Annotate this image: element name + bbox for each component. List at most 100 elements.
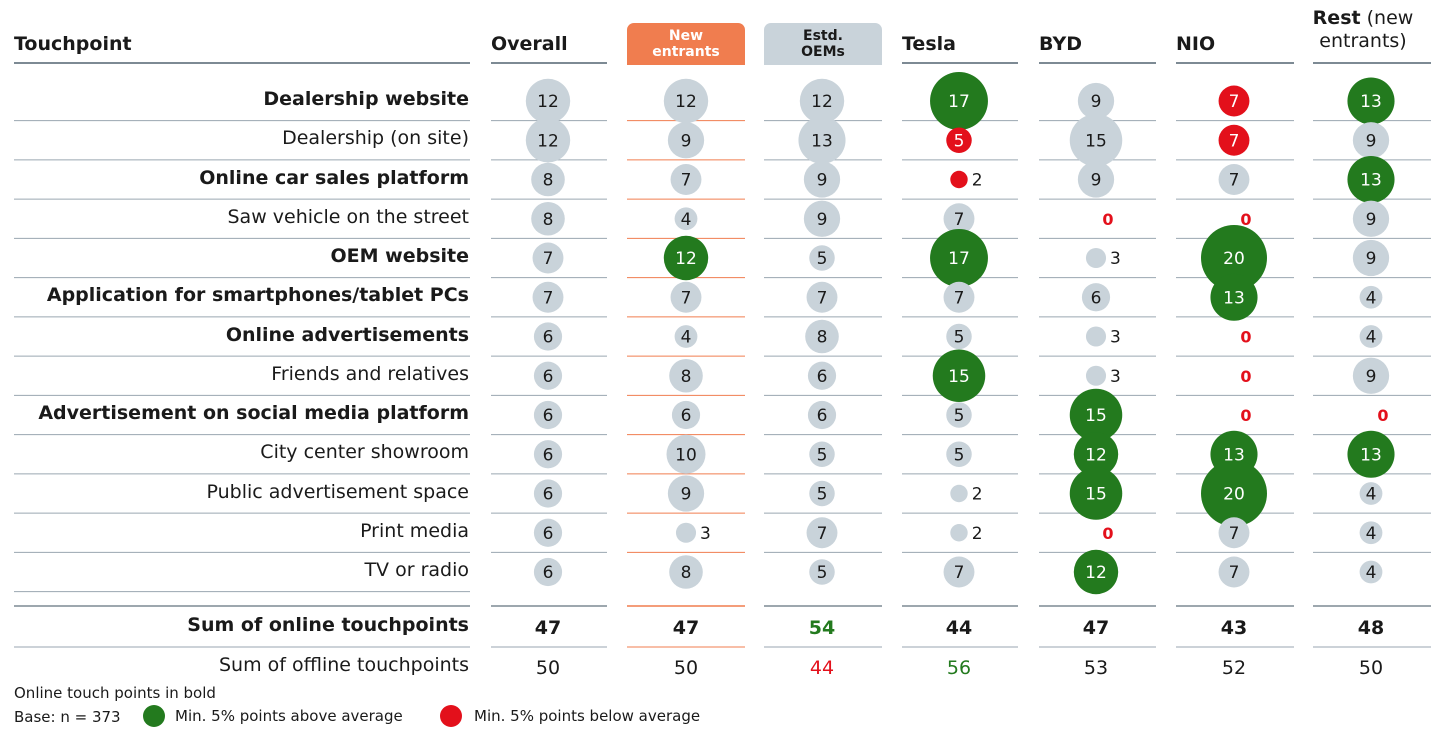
bubble-value-label: 6 (543, 367, 554, 387)
sum-offline-value: 52 (1222, 657, 1246, 679)
bubble-value-label: 7 (543, 288, 554, 308)
bubble (1085, 365, 1107, 386)
header-new-entrants-line1: New (668, 28, 704, 44)
bubble (1218, 164, 1250, 195)
bubble-value-label: 9 (817, 171, 828, 191)
bubble (946, 127, 972, 153)
bubble-value-label: 3 (1110, 328, 1121, 348)
bubble-value-label: 7 (817, 524, 828, 544)
bubble (1085, 326, 1107, 347)
bubble (533, 361, 563, 390)
sum-offline-value: 50 (536, 657, 560, 679)
sum-offline-value: 56 (947, 657, 971, 679)
bubble-value-label: 9 (681, 131, 692, 151)
bubble (525, 78, 571, 124)
row-label: City center showroom (260, 441, 469, 464)
bubble-value-label: 15 (1085, 406, 1107, 426)
header-byd: BYD (1039, 33, 1082, 55)
legend-below-label: Min. 5% points below average (474, 707, 701, 725)
bubble (531, 201, 565, 236)
bubble (1352, 200, 1390, 237)
bubble (1352, 122, 1390, 159)
row-label: Friends and relatives (271, 362, 469, 385)
bubble (1069, 388, 1123, 442)
bubble (1077, 82, 1115, 120)
bubble (950, 524, 968, 542)
bubble-value-label: 5 (954, 406, 965, 426)
bubble (1085, 247, 1107, 269)
row-label: Application for smartphones/tablet PCs (46, 284, 469, 307)
bubble (932, 349, 986, 402)
row-label: Print media (360, 519, 469, 542)
bubble-value-label: 5 (954, 131, 965, 151)
bubble (946, 323, 972, 350)
bubble-value-label: 6 (1091, 288, 1102, 308)
header-rest-line2: entrants) (1319, 30, 1407, 52)
bubble (1359, 325, 1383, 348)
bubble (1359, 285, 1383, 309)
bubble-value-label: 5 (954, 445, 965, 465)
bubble (1218, 85, 1250, 117)
bubble (674, 325, 698, 348)
bubble-value-label: 12 (811, 92, 833, 112)
bubble-value-label: 9 (1366, 131, 1377, 151)
bubble-value-label: 15 (948, 367, 970, 387)
sum-online-value: 54 (809, 617, 835, 639)
sum-online-value: 44 (946, 617, 972, 639)
bubble-value-label: 6 (817, 367, 828, 387)
row-label: OEM website (330, 245, 469, 267)
bubble-value-label: 5 (817, 485, 828, 505)
bubble-value-label: 5 (817, 445, 828, 465)
bubble (669, 555, 703, 589)
bubble-value-label: 13 (1360, 171, 1382, 191)
row-label: TV or radio (364, 559, 469, 581)
bubble (1069, 467, 1123, 520)
bubble (946, 402, 972, 428)
bubble-value-label: 12 (537, 92, 559, 112)
bubble-value-label: 5 (817, 249, 828, 269)
bubble (805, 319, 839, 354)
bubble (525, 118, 571, 163)
bubble-zero-label: 0 (1240, 406, 1251, 425)
bubble-value-label: 8 (681, 367, 692, 387)
bubble (930, 72, 988, 130)
bubble-value-label: 9 (1366, 210, 1377, 230)
bubble-value-label: 15 (1085, 131, 1107, 151)
bubble-value-label: 13 (811, 131, 833, 151)
bubble-value-label: 13 (1223, 288, 1245, 308)
bubble (930, 229, 988, 287)
bubble (533, 557, 563, 587)
row-label: Online car sales platform (199, 166, 469, 189)
bubble (531, 162, 565, 197)
legend-below-dot (440, 705, 462, 727)
bubble-value-label: 6 (543, 445, 554, 465)
bubble (1218, 556, 1250, 588)
sum-offline-value: 44 (810, 657, 834, 679)
bubble (670, 281, 702, 313)
bubble-value-label: 7 (954, 563, 965, 583)
sum-online-value: 47 (535, 617, 561, 639)
bubble-value-label: 7 (1229, 92, 1240, 112)
bubble (1069, 114, 1123, 167)
bubble-value-label: 2 (972, 524, 983, 544)
row-label: Saw vehicle on the street (227, 205, 470, 228)
bubble (1347, 155, 1395, 204)
bubble-value-label: 6 (543, 485, 554, 505)
bubble-value-label: 7 (1229, 171, 1240, 191)
bubble (809, 441, 835, 467)
bubble (666, 434, 706, 474)
header-new-entrants: New entrants (627, 23, 745, 65)
bubble-value-label: 3 (1110, 249, 1121, 269)
bubble (671, 400, 701, 430)
bubble (806, 281, 838, 313)
bubble-value-label: 17 (948, 92, 970, 112)
bubble-value-label: 6 (543, 328, 554, 348)
bubble (943, 203, 975, 235)
header-nio: NIO (1176, 33, 1216, 55)
bubble-value-label: 20 (1223, 249, 1245, 269)
bubble (943, 556, 975, 588)
bubble (803, 161, 841, 198)
footer-note: Online touch points in bold (14, 684, 216, 702)
sum-online-value: 43 (1221, 617, 1247, 639)
